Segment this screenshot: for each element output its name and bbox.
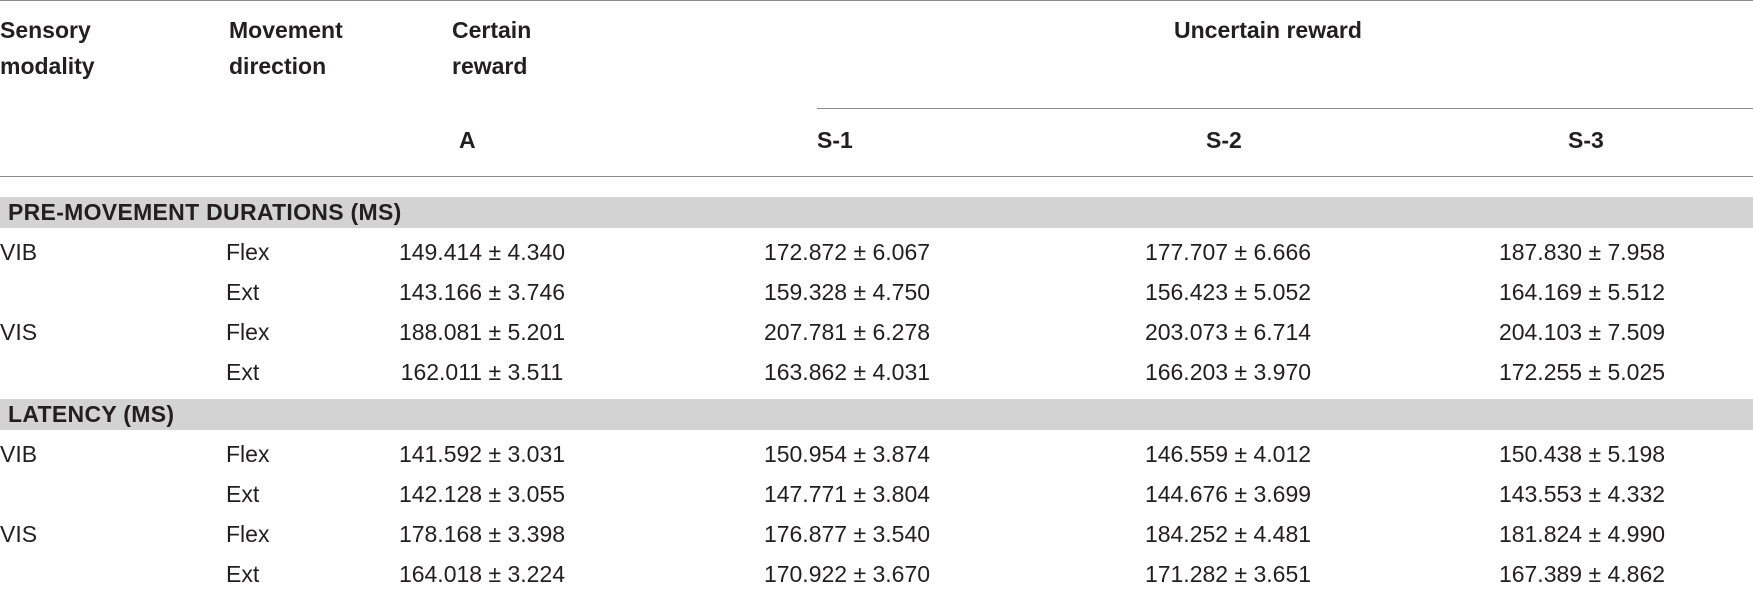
table-row: VIB Flex 141.592 ± 3.031 150.954 ± 3.874…: [0, 434, 1753, 474]
header-certain-reward: Certain reward: [452, 17, 532, 79]
cell-direction: Ext: [226, 481, 260, 507]
cell-s1: 147.771 ± 3.804: [763, 481, 931, 507]
header-col-s2: S-2: [1206, 127, 1242, 153]
cell-modality: VIB: [0, 441, 38, 467]
table-row: Ext 143.166 ± 3.746 159.328 ± 4.750 156.…: [0, 272, 1753, 312]
header-bottom-rule: [0, 176, 1753, 177]
cell-a: 162.011 ± 3.511: [400, 359, 564, 385]
cell-s2: 144.676 ± 3.699: [1144, 481, 1312, 507]
cell-direction: Flex: [226, 239, 270, 265]
cell-s1: 163.862 ± 4.031: [763, 359, 931, 385]
cell-modality: VIB: [0, 239, 38, 265]
cell-direction: Ext: [226, 561, 260, 587]
cell-modality: VIS: [0, 521, 38, 547]
cell-s1: 207.781 ± 6.278: [763, 319, 931, 345]
table-row: VIS Flex 178.168 ± 3.398 176.877 ± 3.540…: [0, 514, 1753, 554]
header-movement-direction: Movement direction: [229, 17, 343, 79]
cell-direction: Ext: [226, 359, 260, 385]
header-col-s1: S-1: [817, 127, 853, 153]
cell-a: 141.592 ± 3.031: [398, 441, 566, 467]
cell-s2: 171.282 ± 3.651: [1144, 561, 1312, 587]
header-sensory-modality: Sensory modality: [0, 17, 95, 79]
cell-s3: 150.438 ± 5.198: [1498, 441, 1666, 467]
cell-s3: 204.103 ± 7.509: [1498, 319, 1666, 345]
cell-direction: Flex: [226, 521, 270, 547]
cell-a: 164.018 ± 3.224: [398, 561, 566, 587]
cell-s3: 172.255 ± 5.025: [1498, 359, 1666, 385]
table-row: Ext 162.011 ± 3.511 163.862 ± 4.031 166.…: [0, 352, 1753, 392]
cell-s2: 177.707 ± 6.666: [1144, 239, 1312, 265]
cell-s1: 176.877 ± 3.540: [763, 521, 931, 547]
table-row: Ext 142.128 ± 3.055 147.771 ± 3.804 144.…: [0, 474, 1753, 514]
section-band: PRE-MOVEMENT DURATIONS (MS): [0, 197, 1753, 228]
cell-s1: 150.954 ± 3.874: [763, 441, 931, 467]
cell-direction: Flex: [226, 441, 270, 467]
cell-s2: 156.423 ± 5.052: [1144, 279, 1312, 305]
cell-s3: 181.824 ± 4.990: [1498, 521, 1666, 547]
cell-direction: Ext: [226, 279, 260, 305]
cell-s3: 167.389 ± 4.862: [1498, 561, 1666, 587]
header-uncertain-reward: Uncertain reward: [1174, 17, 1362, 43]
cell-a: 188.081 ± 5.201: [398, 319, 566, 345]
cell-s1: 172.872 ± 6.067: [763, 239, 931, 265]
cell-a: 178.168 ± 3.398: [398, 521, 566, 547]
cell-s1: 170.922 ± 3.670: [763, 561, 931, 587]
cell-s2: 166.203 ± 3.970: [1144, 359, 1312, 385]
cell-modality: VIS: [0, 319, 38, 345]
cell-a: 149.414 ± 4.340: [398, 239, 566, 265]
uncertain-reward-rule: [817, 108, 1753, 109]
section-title: LATENCY (MS): [8, 401, 175, 427]
cell-s1: 159.328 ± 4.750: [763, 279, 931, 305]
table-row: VIB Flex 149.414 ± 4.340 172.872 ± 6.067…: [0, 232, 1753, 272]
section-band: LATENCY (MS): [0, 399, 1753, 430]
cell-direction: Flex: [226, 319, 270, 345]
top-rule: [0, 0, 1753, 1]
cell-s3: 164.169 ± 5.512: [1498, 279, 1666, 305]
table-row: Ext 164.018 ± 3.224 170.922 ± 3.670 171.…: [0, 554, 1753, 594]
cell-s2: 203.073 ± 6.714: [1144, 319, 1312, 345]
header-col-s3: S-3: [1568, 127, 1604, 153]
section-title: PRE-MOVEMENT DURATIONS (MS): [8, 199, 402, 225]
header-col-a: A: [459, 127, 476, 153]
cell-s3: 143.553 ± 4.332: [1498, 481, 1666, 507]
cell-s2: 184.252 ± 4.481: [1144, 521, 1312, 547]
cell-a: 143.166 ± 3.746: [398, 279, 566, 305]
table-row: VIS Flex 188.081 ± 5.201 207.781 ± 6.278…: [0, 312, 1753, 352]
cell-s3: 187.830 ± 7.958: [1498, 239, 1666, 265]
cell-s2: 146.559 ± 4.012: [1144, 441, 1312, 467]
cell-a: 142.128 ± 3.055: [398, 481, 566, 507]
